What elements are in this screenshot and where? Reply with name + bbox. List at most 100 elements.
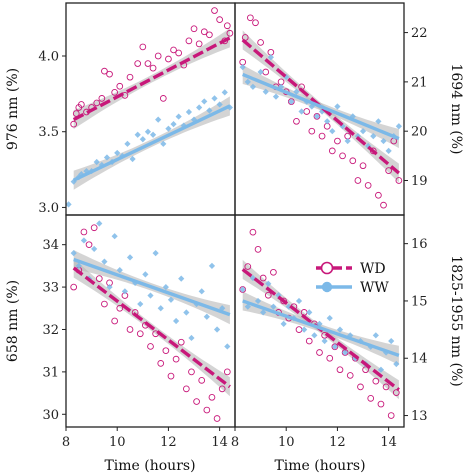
data-point-WD	[170, 46, 177, 54]
data-point-WD	[216, 16, 223, 24]
data-point-WD	[223, 368, 231, 376]
data-point-WW	[326, 315, 333, 322]
data-point-WD	[372, 377, 380, 385]
data-point-WW	[96, 220, 103, 227]
data-point-WD	[349, 157, 357, 165]
data-point-WW	[129, 155, 136, 163]
data-point-WW	[144, 128, 152, 135]
data-point-WD	[175, 49, 183, 57]
data-point-WD	[90, 224, 98, 232]
data-point-WW	[347, 332, 354, 339]
data-point-WD	[167, 372, 175, 380]
data-point-WW	[83, 167, 90, 175]
data-point-WD	[185, 37, 193, 45]
data-point-WW	[313, 113, 321, 120]
data-point-WW	[213, 326, 221, 333]
data-point-WW	[370, 133, 377, 140]
panel-bottom-left: 30 31 32 33 34 8 10 12 14 658 nm (%)	[5, 214, 236, 450]
data-point-WD	[346, 372, 354, 379]
data-point-WW	[293, 88, 300, 95]
data-point-WD	[203, 406, 211, 414]
data-point-WW	[124, 140, 131, 147]
panel-bottom-right: 13 14 15 16 8 10 12 14 1825-1955 nm (%)	[231, 214, 464, 450]
x-tick-label: 14	[211, 435, 228, 450]
y-tick-label: 13	[411, 409, 428, 424]
data-point-WW	[203, 313, 210, 320]
data-point-WW	[183, 309, 190, 316]
trend-line-WW	[73, 257, 231, 317]
data-point-WW	[116, 267, 123, 274]
data-point-WW	[342, 349, 349, 356]
data-point-WD	[305, 337, 313, 345]
y-tick-label: 4.0	[38, 50, 59, 65]
data-point-WD	[354, 177, 362, 184]
data-point-WW	[185, 108, 193, 116]
data-point-WW	[267, 54, 274, 61]
y-tick-label: 32	[42, 323, 59, 338]
data-point-WD	[78, 101, 85, 108]
data-point-WW	[344, 137, 351, 145]
y-axis-title: 1825-1955 nm (%)	[448, 255, 464, 386]
y-tick-label: 31	[42, 365, 59, 380]
data-point-WW	[377, 366, 385, 373]
data-point-WW	[298, 108, 305, 115]
data-point-WD	[93, 99, 101, 107]
legend-marker-WW	[321, 281, 333, 293]
data-point-WD	[254, 246, 262, 253]
y-tick-label: 33	[42, 281, 59, 296]
data-point-WD	[165, 55, 172, 63]
data-point-WD	[159, 95, 167, 102]
trend-line-WW	[72, 104, 231, 182]
data-point-WW	[198, 288, 205, 295]
data-point-WD	[98, 95, 106, 102]
data-point-WW	[321, 337, 328, 345]
data-point-WW	[114, 149, 121, 157]
y-tick-label: 14	[411, 352, 428, 367]
data-point-WW	[244, 78, 251, 85]
data-point-WW	[196, 104, 203, 111]
data-point-WW	[306, 309, 313, 316]
data-point-WD	[316, 349, 323, 356]
data-point-WW	[283, 73, 290, 81]
data-point-WW	[101, 258, 108, 265]
data-point-WW	[208, 262, 216, 269]
panel-frame	[234, 214, 405, 428]
y-tick-label: 3.0	[38, 201, 59, 216]
data-point-WD	[385, 167, 392, 174]
data-point-WW	[139, 136, 146, 143]
legend: WD WW	[316, 261, 389, 296]
data-point-WW	[301, 326, 308, 333]
data-point-WW	[224, 343, 231, 350]
data-point-WD	[270, 268, 277, 276]
y-tick-label: 3.5	[38, 125, 59, 140]
data-point-WW	[165, 125, 172, 132]
data-point-WW	[178, 275, 185, 282]
data-point-WW	[167, 296, 175, 303]
trend-line-WW	[242, 299, 400, 357]
data-point-WW	[219, 305, 226, 312]
data-point-WW	[111, 233, 118, 240]
data-point-WD	[252, 19, 259, 27]
x-axis-title-right: Time (hours)	[274, 458, 365, 474]
data-point-WD	[80, 228, 88, 236]
trend-line-WD	[241, 38, 400, 175]
data-point-WD	[149, 64, 157, 72]
data-point-WW	[75, 262, 82, 269]
plot-area	[239, 14, 403, 209]
plot-area	[239, 228, 400, 419]
confidence-band-WD	[73, 28, 230, 130]
data-point-WW	[285, 303, 292, 310]
data-point-WW	[239, 286, 246, 293]
data-point-WD	[200, 28, 208, 36]
data-point-WD	[101, 67, 108, 75]
data-point-WW	[134, 131, 141, 138]
y-axis-title: 658 nm (%)	[5, 280, 21, 362]
data-point-WD	[380, 201, 387, 209]
data-point-WD	[111, 317, 119, 325]
y-tick-label: 20	[411, 125, 428, 140]
data-point-WD	[226, 29, 234, 37]
data-point-WW	[206, 107, 213, 114]
data-point-WD	[177, 338, 185, 346]
y-tick-label: 15	[411, 294, 428, 309]
